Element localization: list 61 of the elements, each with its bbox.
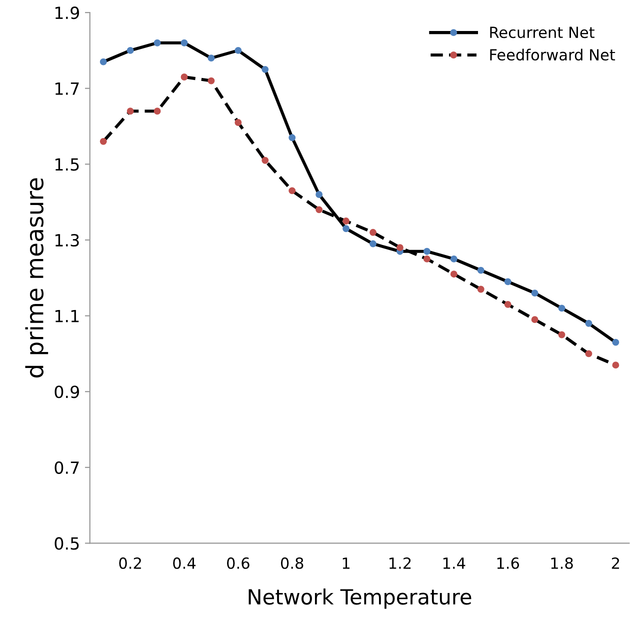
x-tick-label: 0.8: [280, 557, 304, 569]
point: [423, 248, 430, 255]
point: [234, 46, 242, 54]
x-tick-label: 0.2: [119, 557, 141, 569]
point: [477, 266, 484, 274]
x-tick-label: 1.2: [389, 557, 411, 569]
point: [450, 255, 458, 262]
point: [154, 39, 161, 46]
y-tick-label: 0.7: [54, 461, 79, 474]
y-tick-label: 1.9: [55, 6, 79, 20]
legend-label: Recurrent Net: [490, 26, 594, 38]
point: [477, 286, 484, 293]
y-tick-label: 1.5: [55, 158, 79, 171]
point: [180, 39, 188, 46]
y-tick-label: 1.7: [55, 82, 79, 95]
point: [396, 244, 404, 252]
point: [316, 191, 323, 198]
x-tick-label: 1: [342, 558, 350, 569]
legend-label: Feedforward Net: [490, 48, 616, 61]
point: [585, 350, 592, 358]
x-tick-label: 1.4: [443, 558, 466, 569]
point: [342, 218, 350, 225]
point: [180, 74, 188, 80]
point: [558, 304, 566, 312]
point: [234, 119, 242, 126]
point: [100, 58, 107, 66]
point: [504, 278, 512, 286]
point: [585, 320, 592, 327]
point: [450, 270, 458, 278]
point: [126, 46, 134, 54]
point: [612, 362, 620, 369]
x-tick-label: 2: [612, 557, 620, 569]
point: [262, 156, 269, 164]
point: [342, 225, 350, 232]
point: [154, 108, 161, 115]
y-tick-label: 1.1: [55, 310, 79, 322]
y-tick-label: 1.3: [55, 234, 79, 247]
point: [208, 54, 215, 62]
x-tick-label: 1.6: [497, 557, 520, 569]
point: [612, 338, 620, 346]
point: [370, 240, 376, 248]
point: [288, 134, 296, 142]
point: [370, 228, 376, 236]
point: [504, 300, 512, 308]
y-tick-label: 0.9: [54, 386, 79, 398]
point: [262, 66, 269, 73]
point: [558, 331, 566, 338]
x-tick-label: 0.6: [227, 557, 250, 569]
point: [531, 316, 538, 324]
point: [100, 138, 107, 145]
x-axis-title: Network Temperature: [248, 588, 472, 609]
y-axis-title: d prime measure: [25, 178, 48, 378]
point: [288, 187, 296, 194]
point: [531, 290, 538, 297]
point: [208, 77, 215, 84]
x-tick-label: 1.8: [551, 557, 573, 569]
x-tick-label: 0.4: [173, 557, 196, 569]
y-tick-label: 0.5: [54, 537, 79, 550]
point: [423, 255, 430, 262]
point: [316, 206, 323, 214]
point: [126, 108, 134, 115]
